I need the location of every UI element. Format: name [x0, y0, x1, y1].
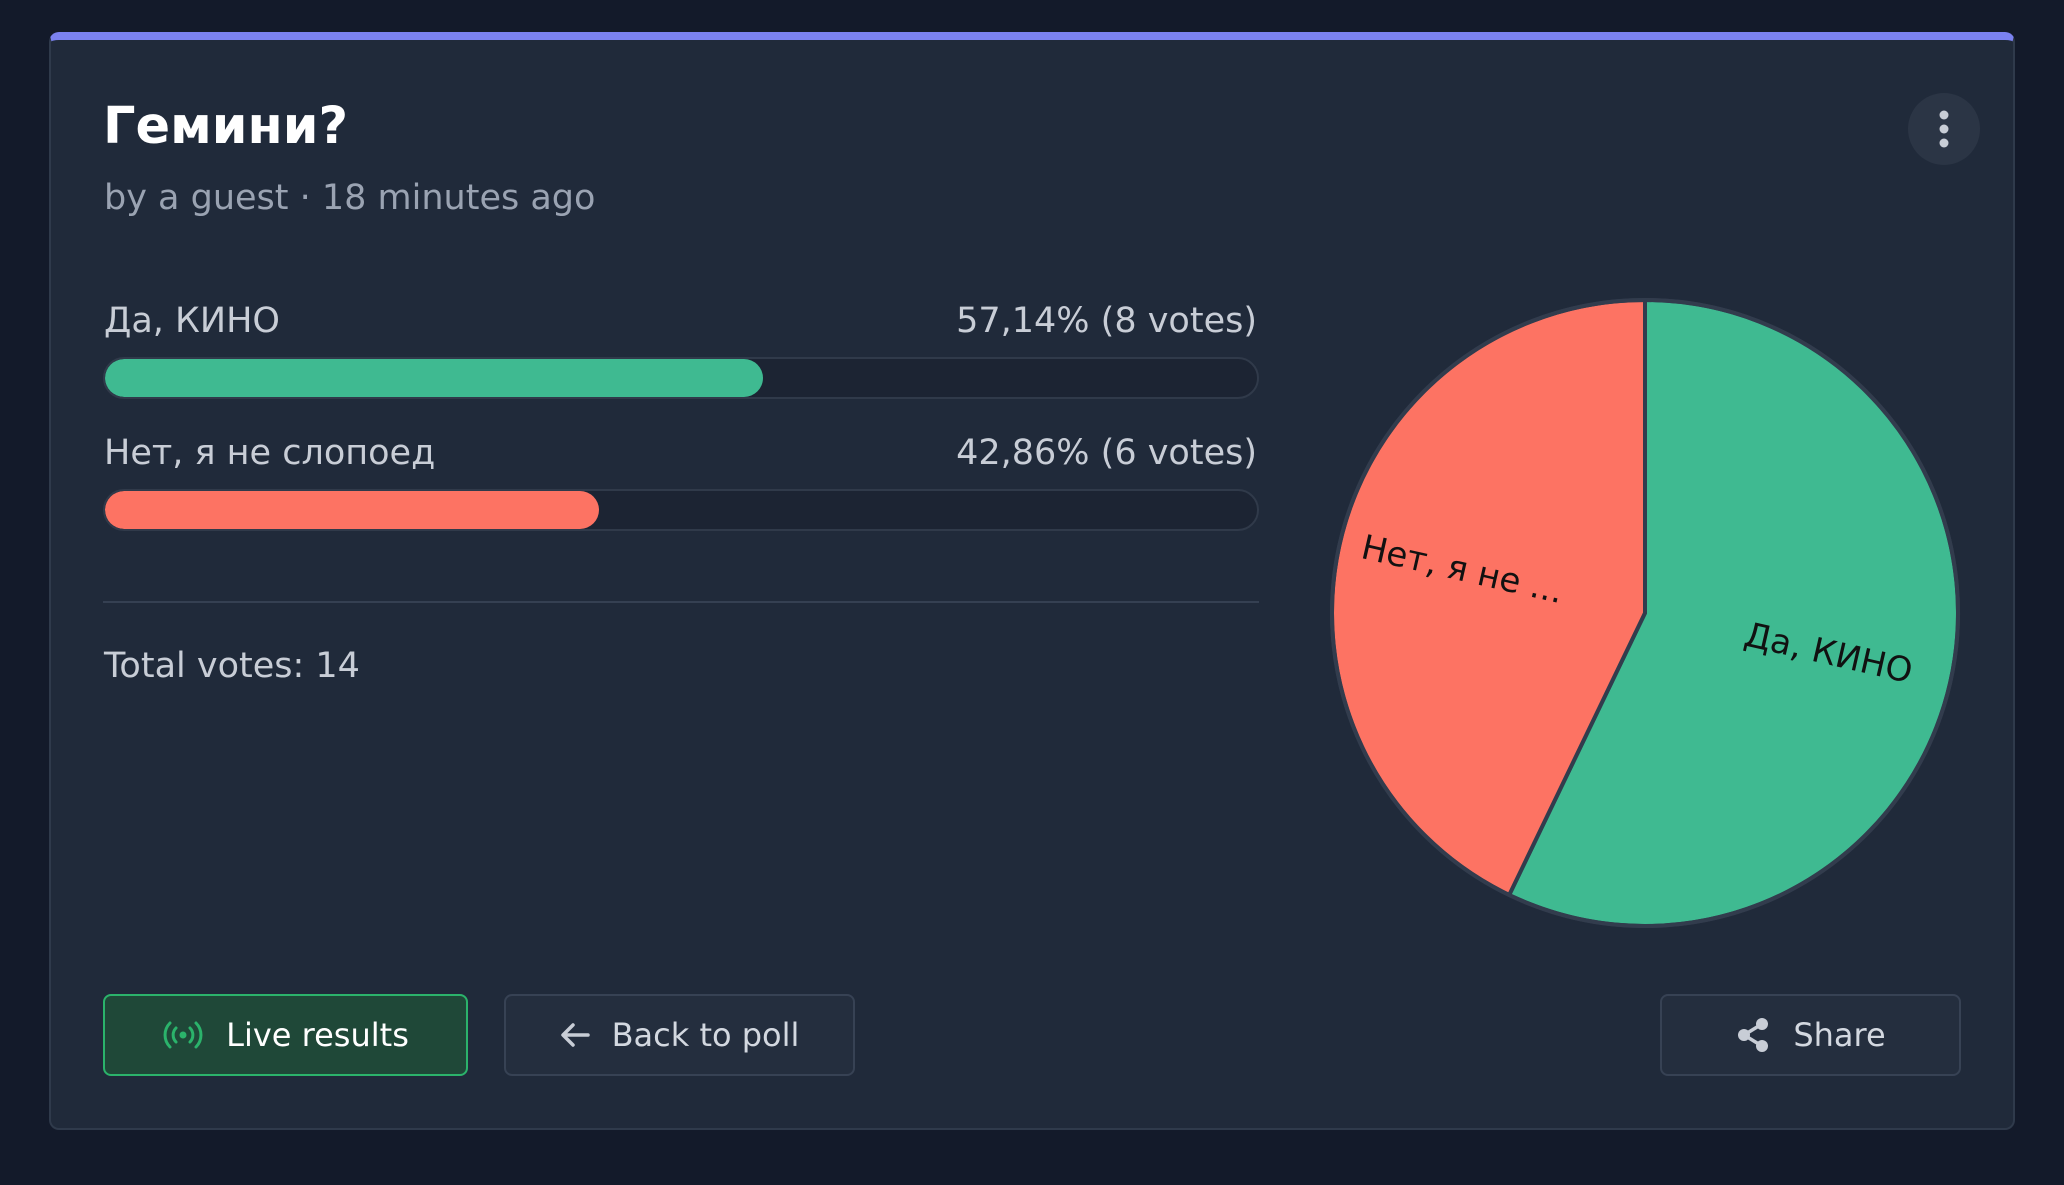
- poll-title: Гемини?: [103, 97, 349, 156]
- total-votes: Total votes: 14: [104, 646, 360, 686]
- divider: [103, 601, 1259, 603]
- broadcast-icon: [163, 1021, 203, 1049]
- share-label: Share: [1793, 1016, 1886, 1054]
- option-bar-fill-1: [105, 359, 764, 397]
- live-results-label: Live results: [226, 1016, 409, 1054]
- option-result-1: 57,14% (8 votes): [956, 301, 1257, 341]
- share-icon: [1738, 1018, 1769, 1052]
- arrow-left-icon: [560, 1023, 590, 1047]
- poll-meta: by a guest · 18 minutes ago: [104, 178, 596, 218]
- back-to-poll-button[interactable]: Back to poll: [504, 994, 855, 1076]
- kebab-menu-icon: [1939, 110, 1949, 148]
- option-bar-1: [103, 357, 1259, 399]
- back-to-poll-label: Back to poll: [611, 1016, 800, 1054]
- option-label-1: Да, КИНО: [104, 301, 280, 341]
- option-result-2: 42,86% (6 votes): [956, 433, 1257, 473]
- option-bar-2: [103, 489, 1259, 531]
- live-results-button[interactable]: Live results: [103, 994, 468, 1076]
- share-button[interactable]: Share: [1660, 994, 1961, 1076]
- option-bar-fill-2: [105, 491, 599, 529]
- more-options-button[interactable]: [1908, 93, 1980, 165]
- option-label-2: Нет, я не слопоед: [104, 433, 436, 473]
